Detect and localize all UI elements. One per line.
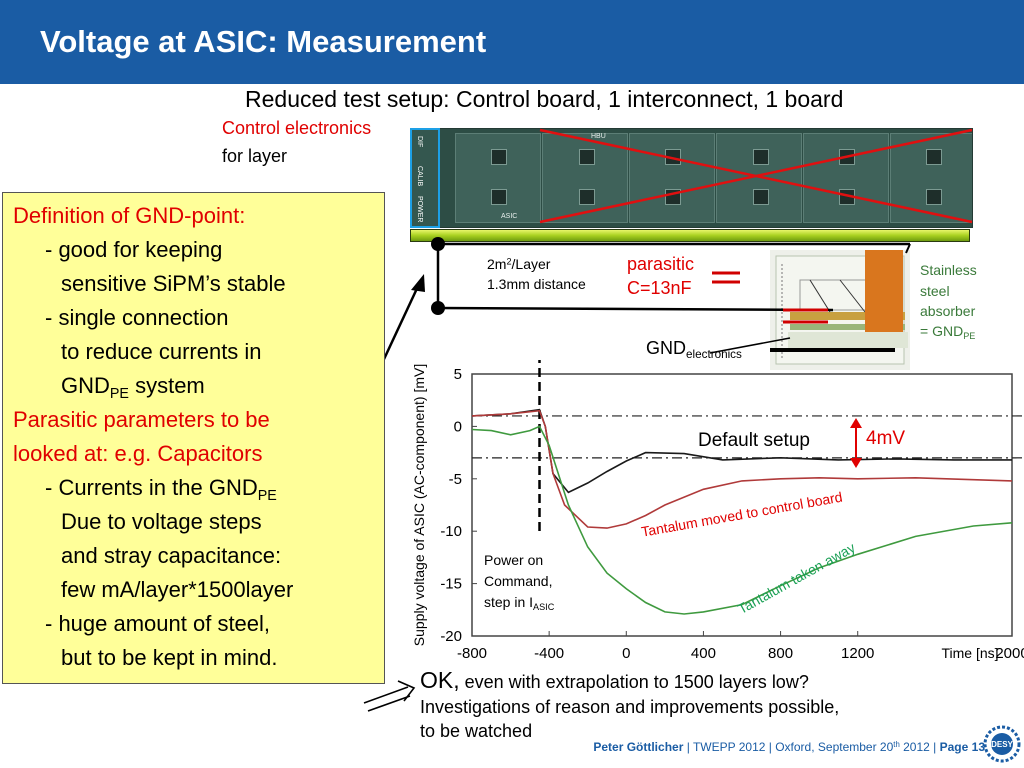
y-tick-label: -15 xyxy=(440,576,462,593)
slide-title: Voltage at ASIC: Measurement xyxy=(40,24,487,59)
footer: Peter Göttlicher | TWEPP 2012 | Oxford, … xyxy=(593,740,985,754)
x-tick-label: 400 xyxy=(691,645,716,662)
distance-label: 1.3mm distance xyxy=(487,276,586,292)
asic-chip-icon xyxy=(579,149,595,165)
x-tick-label: 2000 xyxy=(995,645,1024,662)
delta-arrow-icon xyxy=(850,418,862,468)
box-line: to reduce currents in xyxy=(61,339,262,364)
series-line-1 xyxy=(471,409,1013,529)
stainless-label-1: Stainless xyxy=(920,262,977,278)
hbu-board xyxy=(455,133,541,223)
gnd-node xyxy=(431,301,445,315)
box-line: - Currents in the GNDPE xyxy=(45,475,277,504)
control-electronics-label: Control electronics xyxy=(222,118,372,138)
stainless-label-4: = GNDPE xyxy=(920,323,976,342)
pcb-layer xyxy=(790,312,905,320)
x-axis-label: Time [ns] xyxy=(941,645,998,661)
hbu-board xyxy=(542,133,628,223)
box-line: - huge amount of steel, xyxy=(45,611,271,636)
x-tick-label: 1200 xyxy=(841,645,874,662)
interconnect-photo xyxy=(865,250,903,332)
y-tick-label: -5 xyxy=(449,471,462,488)
conclusion-line-3: to be watched xyxy=(420,721,533,741)
steel-layer xyxy=(790,324,905,330)
pointer-arrowhead xyxy=(411,274,425,292)
for-layer-label: for layer xyxy=(222,146,288,166)
calib-power-board: DIF CALIB POWER xyxy=(410,128,440,228)
box-line: looked at: e.g. Capacitors xyxy=(13,441,263,466)
x-tick-label: -400 xyxy=(534,645,564,662)
parasitic-label: parasitic xyxy=(627,254,695,274)
asic-chip-icon xyxy=(926,149,942,165)
desy-logo: DESY xyxy=(983,725,1021,763)
board-hbu-label: HBU xyxy=(591,133,606,140)
cross-line xyxy=(539,128,973,224)
board-dif-label: DIF xyxy=(416,136,423,148)
y-tick-label: 0 xyxy=(454,418,462,435)
y-tick-label: -10 xyxy=(440,523,462,540)
gnd-electronics-label: GNDelectronics xyxy=(646,338,742,362)
box-line: Due to voltage steps xyxy=(61,509,262,534)
ticks-group: -800 -400 0 400 800 1200 2000 5 0 -5 -10 -15 -20 xyxy=(440,366,1024,662)
default-setup-label: Default setup xyxy=(698,430,810,451)
box-line: and stray capacitance: xyxy=(61,543,282,568)
delta-label: 4mV xyxy=(866,428,906,449)
conclusion-line-1: OK, even with extrapolation to 1500 laye… xyxy=(420,667,809,693)
plot-frame xyxy=(471,373,1013,637)
box-line: - single connection xyxy=(45,305,229,330)
base-layer xyxy=(788,332,908,348)
board-photo: ASIC HBU xyxy=(410,128,973,228)
svg-text:DESY: DESY xyxy=(991,740,1013,749)
board-calib-label: CALIB xyxy=(416,166,423,187)
hbu-board xyxy=(629,133,715,223)
connector-line xyxy=(809,279,831,313)
asic-chip-icon xyxy=(579,189,595,205)
power-on-label-1: Power on xyxy=(484,552,544,568)
asic-chip-icon xyxy=(491,149,507,165)
subtitle: Reduced test setup: Control board, 1 int… xyxy=(245,86,844,112)
box-line: but to be kept in mind. xyxy=(61,645,278,670)
stainless-label-3: absorber xyxy=(920,303,976,319)
x-tick-label: -800 xyxy=(457,645,487,662)
box-line: GNDPE system xyxy=(61,373,205,402)
series-line-2 xyxy=(471,425,1013,615)
x-tick-label: 800 xyxy=(768,645,793,662)
x-tick-label: 0 xyxy=(622,645,630,662)
power-on-label-2: Command, xyxy=(484,573,553,589)
hbu-board xyxy=(716,133,802,223)
steel-pointer xyxy=(905,243,911,254)
board-power-label: POWER xyxy=(416,196,423,223)
asic-chip-icon xyxy=(491,189,507,205)
asic-chip-icon xyxy=(753,189,769,205)
y-axis-label: Supply voltage of ASIC (AC-component) [m… xyxy=(411,364,427,646)
box-line: Parasitic parameters to be xyxy=(13,407,270,432)
area-label: 2m2/Layer xyxy=(487,256,551,272)
box-line: - good for keeping xyxy=(45,237,223,262)
asic-chip-icon xyxy=(926,189,942,205)
connector-line xyxy=(839,279,866,313)
double-arrow-icon xyxy=(363,680,416,712)
gnd-line-bottom xyxy=(437,306,834,312)
hbu-board xyxy=(803,133,889,223)
title-bar xyxy=(0,0,1024,84)
gnd-node xyxy=(431,237,445,251)
stainless-label-2: steel xyxy=(920,283,950,299)
definition-box: Definition of GND-point: - good for keep… xyxy=(2,192,385,684)
power-on-label-3: step in IASIC xyxy=(484,594,555,613)
board-asic-label: ASIC xyxy=(501,213,518,220)
y-tick-label: -20 xyxy=(440,628,462,645)
box-line: Definition of GND-point: xyxy=(13,203,246,228)
capacitance-label: C=13nF xyxy=(627,278,692,298)
y-tick-label: 5 xyxy=(454,366,462,383)
absorber-bar xyxy=(410,229,970,242)
box-line: sensitive SiPM’s stable xyxy=(61,271,286,296)
gnd-pointer xyxy=(709,337,791,354)
box-line: few mA/layer*1500layer xyxy=(61,577,294,602)
conclusion-line-2: Investigations of reason and improvement… xyxy=(420,697,840,717)
reference-lines xyxy=(472,360,1022,536)
asic-chip-icon xyxy=(753,149,769,165)
